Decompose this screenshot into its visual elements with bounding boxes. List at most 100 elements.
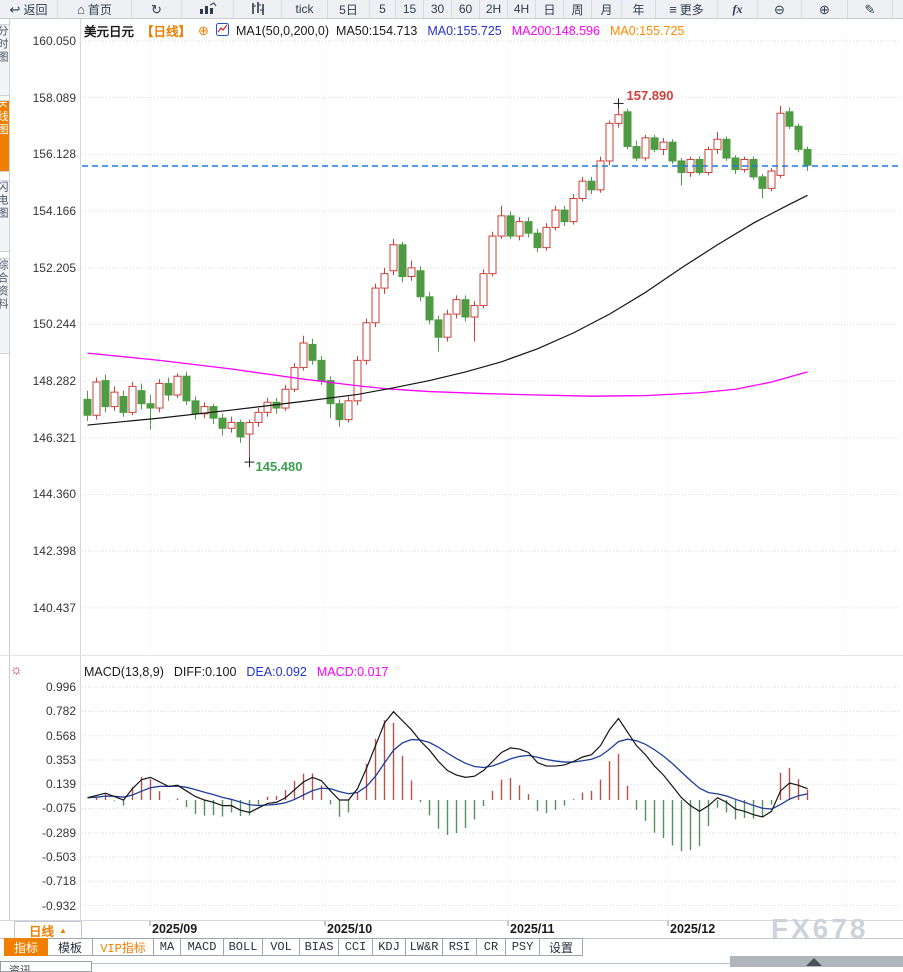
chart-type-tab-strip: 分时图 K线图闪电图综合资料	[0, 19, 10, 920]
price-axis-label: 142.398	[32, 544, 76, 559]
toolbar-refresh-button[interactable]: ↻	[132, 0, 182, 18]
zoom-in-icon: ⊕	[819, 1, 830, 17]
toolbar-zoom-out-button[interactable]: ⊖	[758, 0, 802, 18]
toolbar-label: 周	[571, 2, 584, 17]
month-label: 2025/11	[510, 922, 555, 936]
chart-type-tab-4[interactable]: 综合资料	[0, 258, 10, 354]
partial-cutoff-panel[interactable]: 资讯	[0, 961, 92, 972]
toolbar-label: 5日	[339, 2, 358, 17]
toolbar-label: 年	[632, 2, 645, 17]
indicator-tab-VIP[interactable]: VIP指标	[92, 938, 154, 956]
indicator-tab-BIAS[interactable]: BIAS	[299, 938, 339, 956]
indicator-tab-KDJ[interactable]: KDJ	[372, 938, 406, 956]
ma-value-label: MA0:155.725	[427, 23, 502, 38]
scrollbar-expand-icon[interactable]	[806, 958, 822, 966]
toolbar-h4[interactable]: 4H	[508, 0, 536, 18]
toolbar-draw-button[interactable]: ✎	[848, 0, 893, 18]
price-axis-label: 146.321	[32, 430, 76, 445]
toolbar-h2[interactable]: 2H	[480, 0, 508, 18]
indicator-tab-[interactable]: 设置	[539, 938, 583, 956]
macd-axis-label: 0.996	[45, 680, 76, 695]
chart-type-tab-label: K线图	[0, 101, 8, 137]
chart-type-tab-3[interactable]: 闪电图	[0, 180, 10, 252]
chart-type-tab-label: 闪电图	[0, 181, 8, 220]
indicator-tab-CCI[interactable]: CCI	[338, 938, 373, 956]
toolbar-tick[interactable]: tick	[282, 0, 328, 18]
chart-header: 美元日元 【日线】 ⊕ MA1(50,0,200,0) MA50:154.713…	[84, 21, 684, 40]
indicator-tab-CR[interactable]: CR	[476, 938, 506, 956]
toolbar-m5[interactable]: 5	[370, 0, 396, 18]
chart-type-tab-2[interactable]: K线图	[0, 100, 10, 172]
toolbar-label: 更多	[679, 2, 704, 17]
add-favorite-icon[interactable]: ⊕	[198, 23, 209, 38]
toolbar-m60[interactable]: 60	[452, 0, 480, 18]
chart-type-tab-label: 综合资料	[0, 259, 8, 311]
macd-axis-label: 0.568	[45, 728, 76, 743]
toolbar-label: tick	[295, 2, 314, 16]
indicator-tab-MA[interactable]: MA	[153, 938, 181, 956]
indicator-tab-VOL[interactable]: VOL	[262, 938, 300, 956]
toolbar-more[interactable]: ≡ 更多	[656, 0, 718, 18]
indicator-tab-PSY[interactable]: PSY	[505, 938, 540, 956]
macd-axis-label: -0.289	[41, 825, 76, 840]
toolbar-label: 2H	[485, 2, 502, 16]
ma-values: MA50:154.713 MA0:155.725 MA200:148.596 MA0:…	[336, 24, 684, 38]
price-axis-label: 152.205	[32, 260, 76, 275]
indicator-tab-MACD[interactable]: MACD	[180, 938, 224, 956]
high-price-annotation: 157.890	[626, 88, 674, 104]
back-icon: ↩	[9, 1, 21, 17]
symbol-name: 美元日元	[84, 25, 135, 39]
toolbar-label: 30	[430, 2, 445, 16]
toolbar-label: 60	[458, 2, 473, 16]
price-axis-label: 150.244	[32, 317, 76, 332]
macd-axis-label: -0.503	[41, 849, 76, 864]
toolbar-label: 月	[600, 2, 613, 17]
indicator-tab-LWR[interactable]: LW&R	[405, 938, 443, 956]
toolbar-label: 4H	[513, 2, 530, 16]
period-selector[interactable]: 日线 ▲	[14, 921, 82, 939]
toolbar-m30[interactable]: 30	[424, 0, 452, 18]
toolbar-label: 日	[543, 2, 556, 17]
toolbar-month[interactable]: 月	[592, 0, 622, 18]
bar-chart-icon	[199, 1, 217, 17]
toolbar-day[interactable]: 日	[536, 0, 564, 18]
month-label: 2025/10	[327, 922, 373, 936]
low-price-annotation: 145.480	[255, 459, 303, 475]
toolbar-m15[interactable]: 15	[396, 0, 424, 18]
indicator-tab-[interactable]: 指标	[4, 938, 48, 956]
toolbar-formula[interactable]: fx	[718, 0, 758, 18]
zoom-out-icon: ⊖	[774, 1, 785, 17]
xaxis-divider	[0, 920, 903, 921]
triangle-up-icon: ▲	[59, 925, 67, 935]
macd-dea-value: DEA:0.092	[246, 665, 307, 679]
toolbar-label: 首页	[87, 2, 112, 17]
menu-icon: ≡	[669, 1, 677, 17]
macd-axis-label: -0.932	[41, 898, 76, 913]
toolbar-candle-chart-button[interactable]	[234, 0, 282, 18]
toolbar-week[interactable]: 周	[564, 0, 592, 18]
axis-divider	[80, 19, 81, 920]
macd-bar-value: MACD:0.017	[316, 665, 389, 679]
candles-icon	[250, 1, 266, 17]
chart-type-tab-label: 分时图	[0, 25, 8, 64]
toolbar-5d[interactable]: 5日	[328, 0, 370, 18]
toolbar-year[interactable]: 年	[622, 0, 656, 18]
toolbar-home[interactable]: ⌂ 首页	[58, 0, 132, 18]
pane-divider	[0, 655, 903, 656]
indicator-settings-icon[interactable]: ☼	[10, 661, 23, 677]
price-axis-label: 158.089	[32, 90, 76, 105]
indicator-tab-bar: 指标 模板 VIP指标 MA MACD BOLL VOL BIAS CCI KDJ LW&R RSI C…	[4, 938, 583, 956]
mini-chart-icon[interactable]	[215, 22, 229, 39]
ma-value-label: MA0:155.725	[609, 23, 685, 38]
period-selector-label: 日线	[29, 924, 55, 939]
indicator-tab-RSI[interactable]: RSI	[442, 938, 477, 956]
macd-title: MACD(13,8,9)	[84, 665, 164, 679]
toolbar-zoom-in-button[interactable]: ⊕	[802, 0, 848, 18]
chart-type-tab-1[interactable]: 分时图	[0, 24, 10, 96]
indicator-tab-BOLL[interactable]: BOLL	[223, 938, 263, 956]
toolbar-back[interactable]: ↩ 返回	[0, 0, 58, 18]
month-label: 2025/12	[670, 922, 716, 936]
indicator-tab-[interactable]: 模板	[47, 938, 93, 956]
toolbar-bar-chart-button[interactable]	[182, 0, 234, 18]
